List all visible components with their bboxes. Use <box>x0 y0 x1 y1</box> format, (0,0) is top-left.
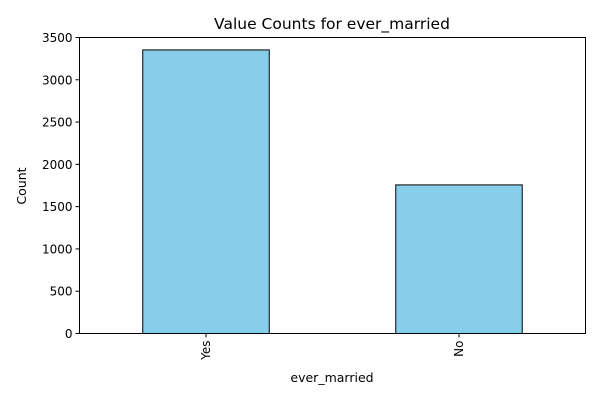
y-tick-label: 2500 <box>42 116 73 130</box>
bar-yes <box>142 49 270 334</box>
x-tick-label-yes: Yes <box>199 341 213 361</box>
y-axis: 0 500 1000 1500 2000 2500 3000 3500 <box>42 31 80 341</box>
y-tick-label: 2000 <box>42 158 73 172</box>
y-tick-label: 3000 <box>42 73 73 87</box>
plot-frame <box>79 37 586 334</box>
y-axis-label: Count <box>14 167 29 204</box>
y-tick-label: 3500 <box>42 31 73 45</box>
y-tick-label: 0 <box>65 327 73 341</box>
x-tick-label-no: No <box>452 341 466 357</box>
y-tick-label: 500 <box>50 285 73 299</box>
chart-title: Value Counts for ever_married <box>214 15 450 34</box>
x-axis-label: ever_married <box>290 370 373 385</box>
bar-no <box>395 184 523 334</box>
bars-group <box>142 49 523 334</box>
y-tick-label: 1500 <box>42 200 73 214</box>
y-tick-label: 1000 <box>42 242 73 256</box>
x-axis: Yes No <box>199 333 466 361</box>
